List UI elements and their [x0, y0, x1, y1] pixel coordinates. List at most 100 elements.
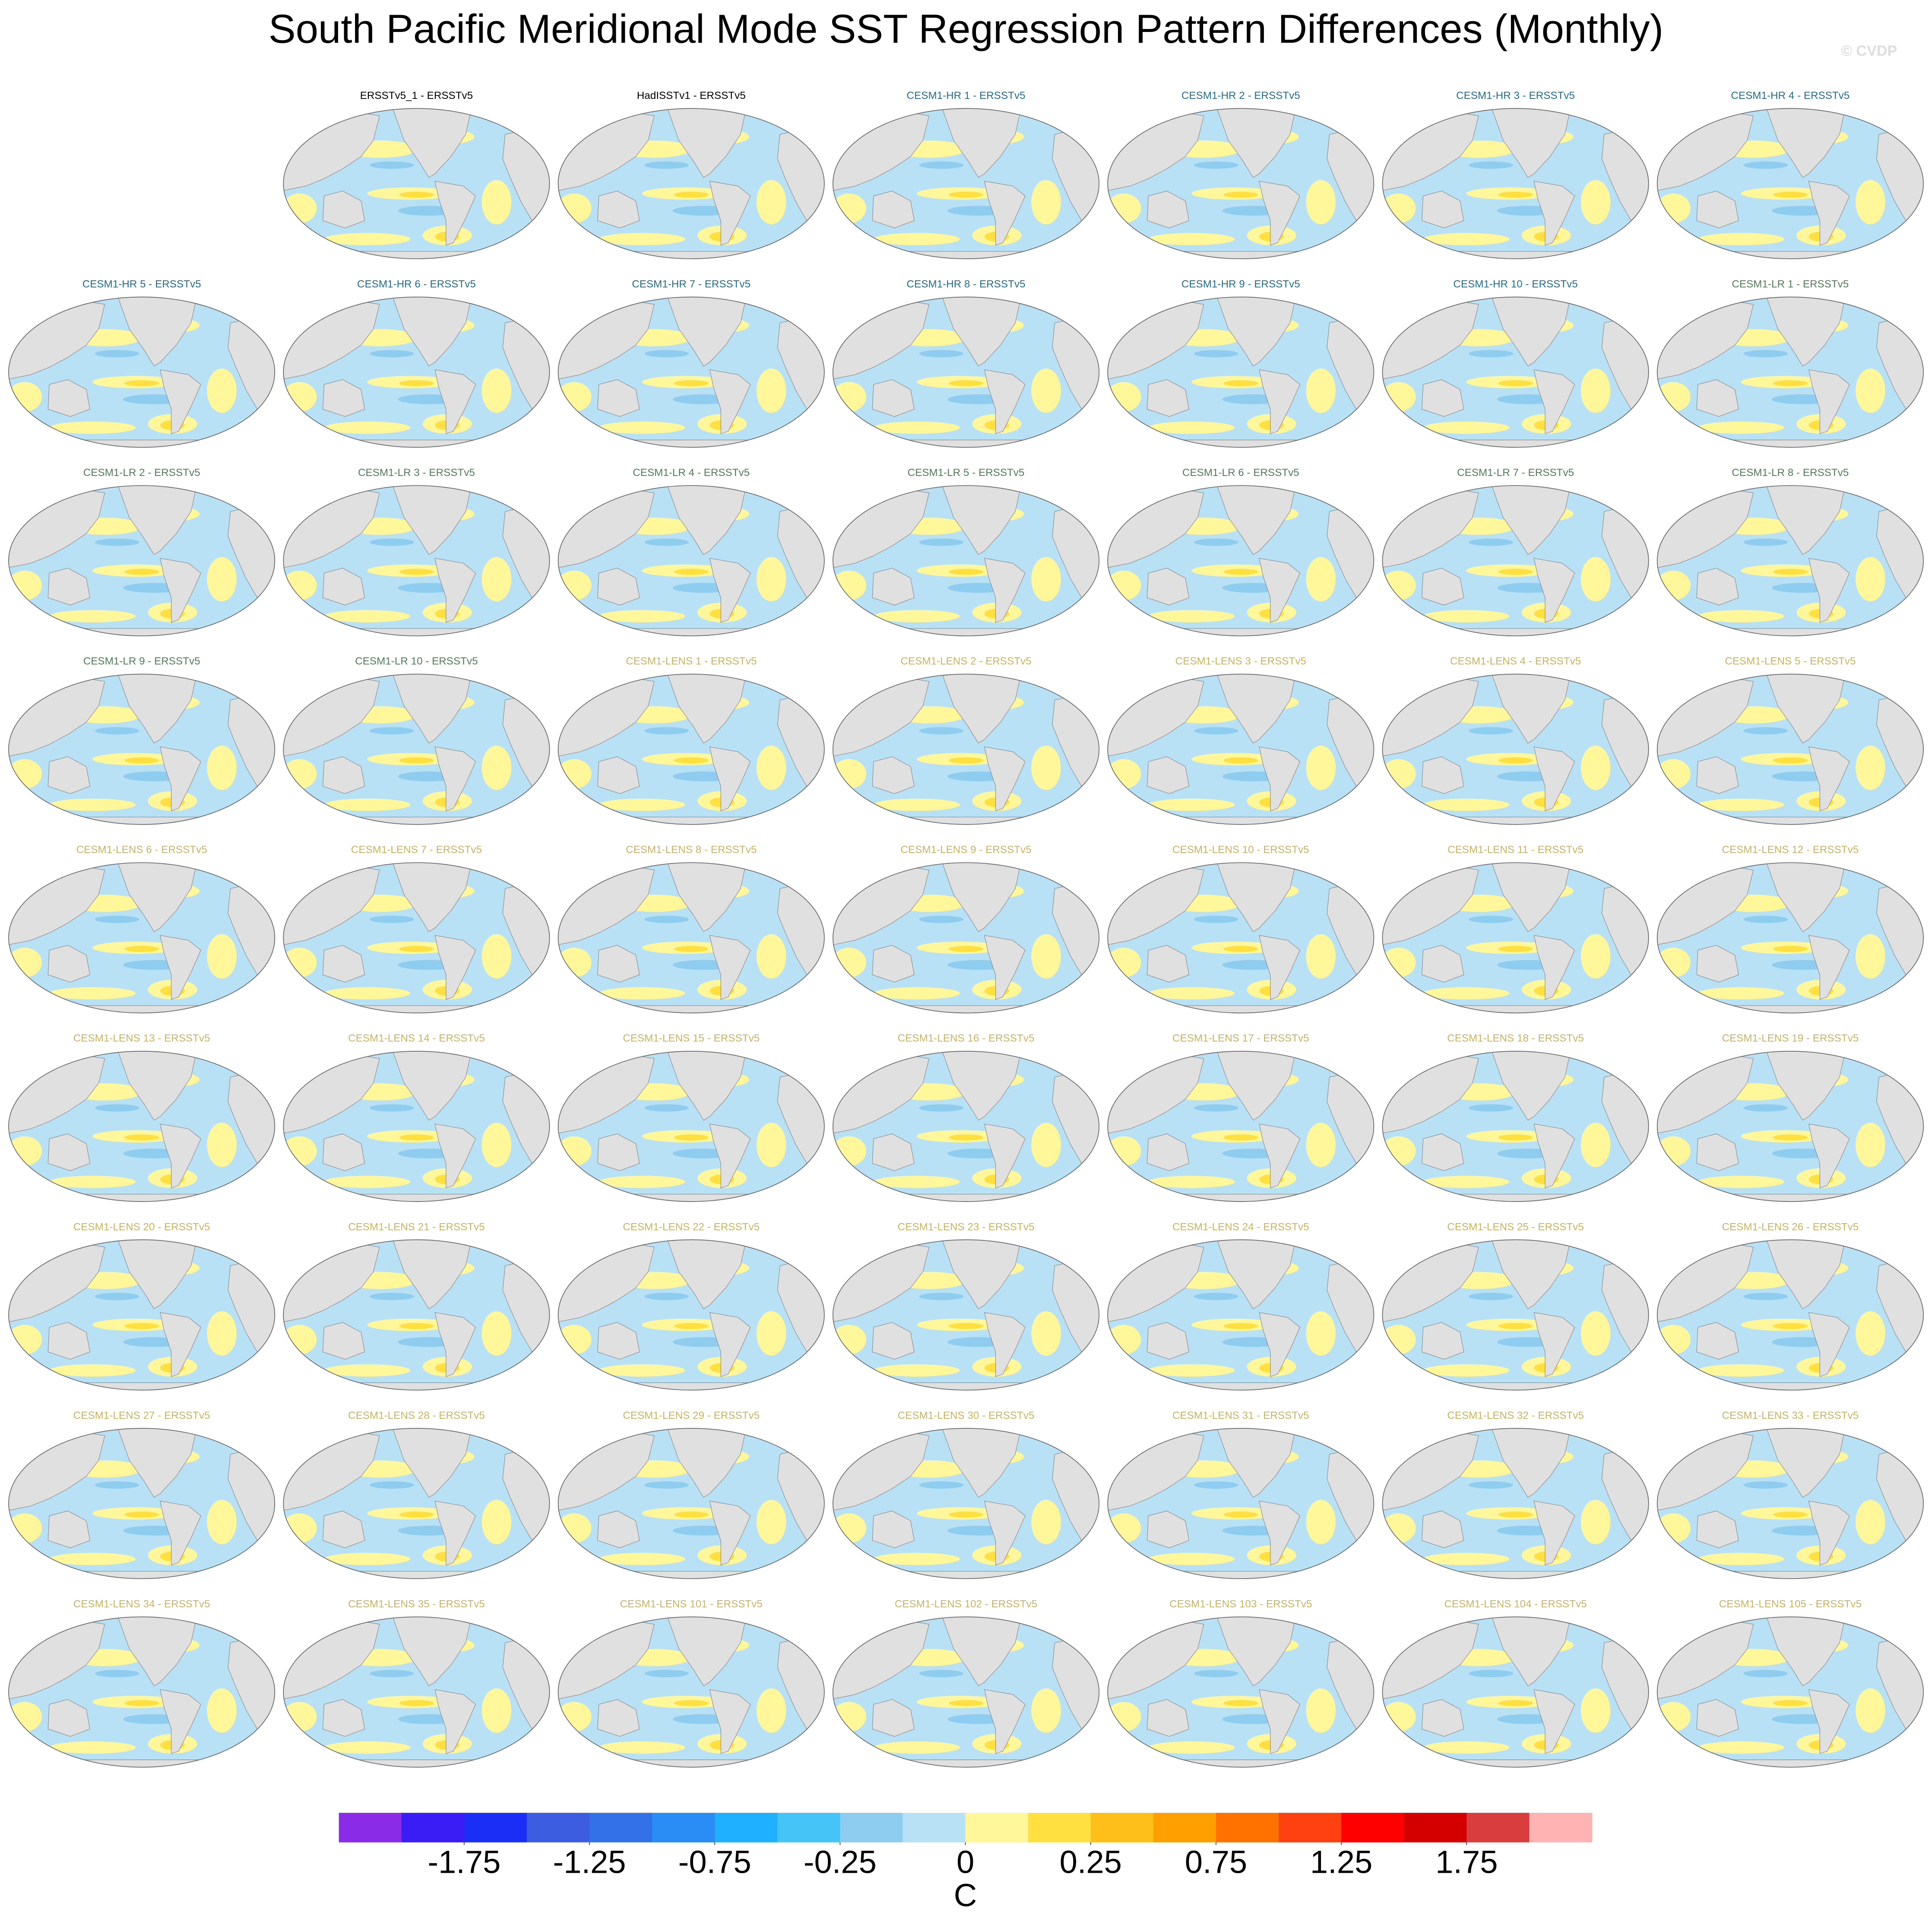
- colorbar-box: [965, 1813, 1029, 1843]
- panel-title: CESM1-LENS 12 - ERSSTv5: [1722, 844, 1859, 856]
- map: [556, 1426, 827, 1581]
- colorbar-tick-label: -1.25: [553, 1844, 626, 1880]
- map: [556, 672, 827, 827]
- panel: CESM1-LENS 12 - ERSSTv5: [1655, 844, 1926, 1015]
- colorbar-label: C: [954, 1878, 977, 1913]
- map: [6, 295, 277, 450]
- panel-title: CESM1-LR 1 - ERSSTv5: [1732, 279, 1849, 290]
- panel: CESM1-LENS 6 - ERSSTv5: [6, 844, 277, 1015]
- map: [281, 1049, 552, 1204]
- map: [1105, 1614, 1376, 1770]
- panel-title: CESM1-LENS 32 - ERSSTv5: [1447, 1410, 1584, 1421]
- panel: HadISSTv1 - ERSSTv5: [556, 90, 827, 261]
- panel: CESM1-LENS 35 - ERSSTv5: [281, 1598, 552, 1770]
- panel: CESM1-LENS 21 - ERSSTv5: [281, 1221, 552, 1392]
- panel: CESM1-HR 10 - ERSSTv5: [1380, 279, 1651, 450]
- map: [1105, 1049, 1376, 1204]
- panel: CESM1-HR 8 - ERSSTv5: [830, 279, 1102, 450]
- panel: CESM1-LR 5 - ERSSTv5: [830, 467, 1102, 638]
- panel: CESM1-LR 8 - ERSSTv5: [1655, 467, 1926, 638]
- panel-title: CESM1-LR 6 - ERSSTv5: [1182, 467, 1299, 479]
- map: [1105, 295, 1376, 450]
- panel: CESM1-LENS 27 - ERSSTv5: [6, 1410, 277, 1581]
- map: [830, 106, 1102, 261]
- panel-title: CESM1-LENS 2 - ERSSTv5: [900, 656, 1031, 667]
- panel-title: CESM1-LENS 102 - ERSSTv5: [895, 1598, 1037, 1610]
- map: [1655, 1237, 1926, 1393]
- panel: CESM1-LENS 30 - ERSSTv5: [830, 1410, 1102, 1581]
- panel-title: ERSSTv5_1 - ERSSTv5: [360, 90, 473, 101]
- panel: CESM1-LENS 19 - ERSSTv5: [1655, 1033, 1926, 1204]
- panel: CESM1-LENS 103 - ERSSTv5: [1105, 1598, 1376, 1770]
- map: [830, 1237, 1102, 1393]
- panel: CESM1-LENS 28 - ERSSTv5: [281, 1410, 552, 1581]
- panel-title: CESM1-LENS 24 - ERSSTv5: [1172, 1221, 1309, 1233]
- panel-title: CESM1-LENS 19 - ERSSTv5: [1722, 1033, 1859, 1044]
- map: [6, 1614, 277, 1770]
- panel-title: CESM1-HR 7 - ERSSTv5: [632, 279, 751, 290]
- map: [281, 483, 552, 638]
- panel: CESM1-LENS 33 - ERSSTv5: [1655, 1410, 1926, 1581]
- map: [556, 1049, 827, 1204]
- panel-title: CESM1-LENS 22 - ERSSTv5: [623, 1221, 760, 1233]
- panel: CESM1-HR 3 - ERSSTv5: [1380, 90, 1651, 261]
- map: [1380, 483, 1651, 638]
- map: [1655, 860, 1926, 1016]
- panel: CESM1-LENS 24 - ERSSTv5: [1105, 1221, 1376, 1392]
- map: [281, 295, 552, 450]
- colorbar-box: [652, 1813, 716, 1843]
- panel-title: CESM1-LENS 30 - ERSSTv5: [898, 1410, 1035, 1421]
- panel-title: CESM1-LR 3 - ERSSTv5: [358, 467, 475, 479]
- panel-title: CESM1-HR 5 - ERSSTv5: [82, 279, 201, 290]
- panel-title: CESM1-HR 10 - ERSSTv5: [1453, 279, 1577, 290]
- map: [556, 1237, 827, 1393]
- map: [830, 295, 1102, 450]
- panel: CESM1-LENS 5 - ERSSTv5: [1655, 656, 1926, 827]
- map: [1105, 483, 1376, 638]
- panel-title: CESM1-LR 5 - ERSSTv5: [908, 467, 1025, 479]
- panel-title: CESM1-LENS 18 - ERSSTv5: [1447, 1033, 1584, 1044]
- panel: CESM1-LENS 13 - ERSSTv5: [6, 1033, 277, 1204]
- panel: CESM1-LR 6 - ERSSTv5: [1105, 467, 1376, 638]
- panel-title: CESM1-LENS 7 - ERSSTv5: [351, 844, 482, 856]
- map: [830, 672, 1102, 827]
- panel-title: CESM1-HR 3 - ERSSTv5: [1456, 90, 1575, 101]
- panel: CESM1-LENS 15 - ERSSTv5: [556, 1033, 827, 1204]
- panel-title: CESM1-LENS 31 - ERSSTv5: [1172, 1410, 1309, 1421]
- panel: CESM1-LENS 29 - ERSSTv5: [556, 1410, 827, 1581]
- panel-title: CESM1-HR 2 - ERSSTv5: [1181, 90, 1300, 101]
- panel-title: CESM1-LENS 21 - ERSSTv5: [348, 1221, 485, 1233]
- colorbar-tick-label: 1.75: [1435, 1844, 1498, 1880]
- map: [1380, 860, 1651, 1016]
- map: [556, 295, 827, 450]
- map: [1380, 1237, 1651, 1393]
- map: [6, 1237, 277, 1393]
- panel: CESM1-LENS 16 - ERSSTv5: [830, 1033, 1102, 1204]
- panel-title: CESM1-LENS 16 - ERSSTv5: [898, 1033, 1035, 1044]
- colorbar-tick-label: 1.25: [1310, 1844, 1372, 1880]
- map: [281, 106, 552, 261]
- panel-title: HadISSTv1 - ERSSTv5: [637, 90, 746, 101]
- panel-title: CESM1-LENS 14 - ERSSTv5: [348, 1033, 485, 1044]
- panel: CESM1-LENS 9 - ERSSTv5: [830, 844, 1102, 1015]
- map: [830, 1049, 1102, 1204]
- colorbar-box: [1153, 1813, 1216, 1843]
- map: [1380, 106, 1651, 261]
- panel-title: CESM1-LENS 10 - ERSSTv5: [1172, 844, 1309, 856]
- panel: CESM1-LENS 14 - ERSSTv5: [281, 1033, 552, 1204]
- map: [281, 672, 552, 827]
- colorbar-box: [1466, 1813, 1530, 1843]
- colorbar-box: [401, 1813, 465, 1843]
- panel-title: CESM1-LENS 104 - ERSSTv5: [1444, 1598, 1587, 1610]
- panel-title: CESM1-LENS 27 - ERSSTv5: [73, 1410, 210, 1421]
- panel-title: CESM1-LENS 8 - ERSSTv5: [626, 844, 757, 856]
- colorbar-tick-label: -0.75: [678, 1844, 751, 1880]
- map: [1655, 1049, 1926, 1204]
- colorbar-box: [903, 1813, 966, 1843]
- map: [281, 860, 552, 1016]
- panel-title: CESM1-HR 4 - ERSSTv5: [1731, 90, 1850, 101]
- map: [281, 1426, 552, 1581]
- map: [556, 483, 827, 638]
- panel-title: CESM1-HR 8 - ERSSTv5: [907, 279, 1026, 290]
